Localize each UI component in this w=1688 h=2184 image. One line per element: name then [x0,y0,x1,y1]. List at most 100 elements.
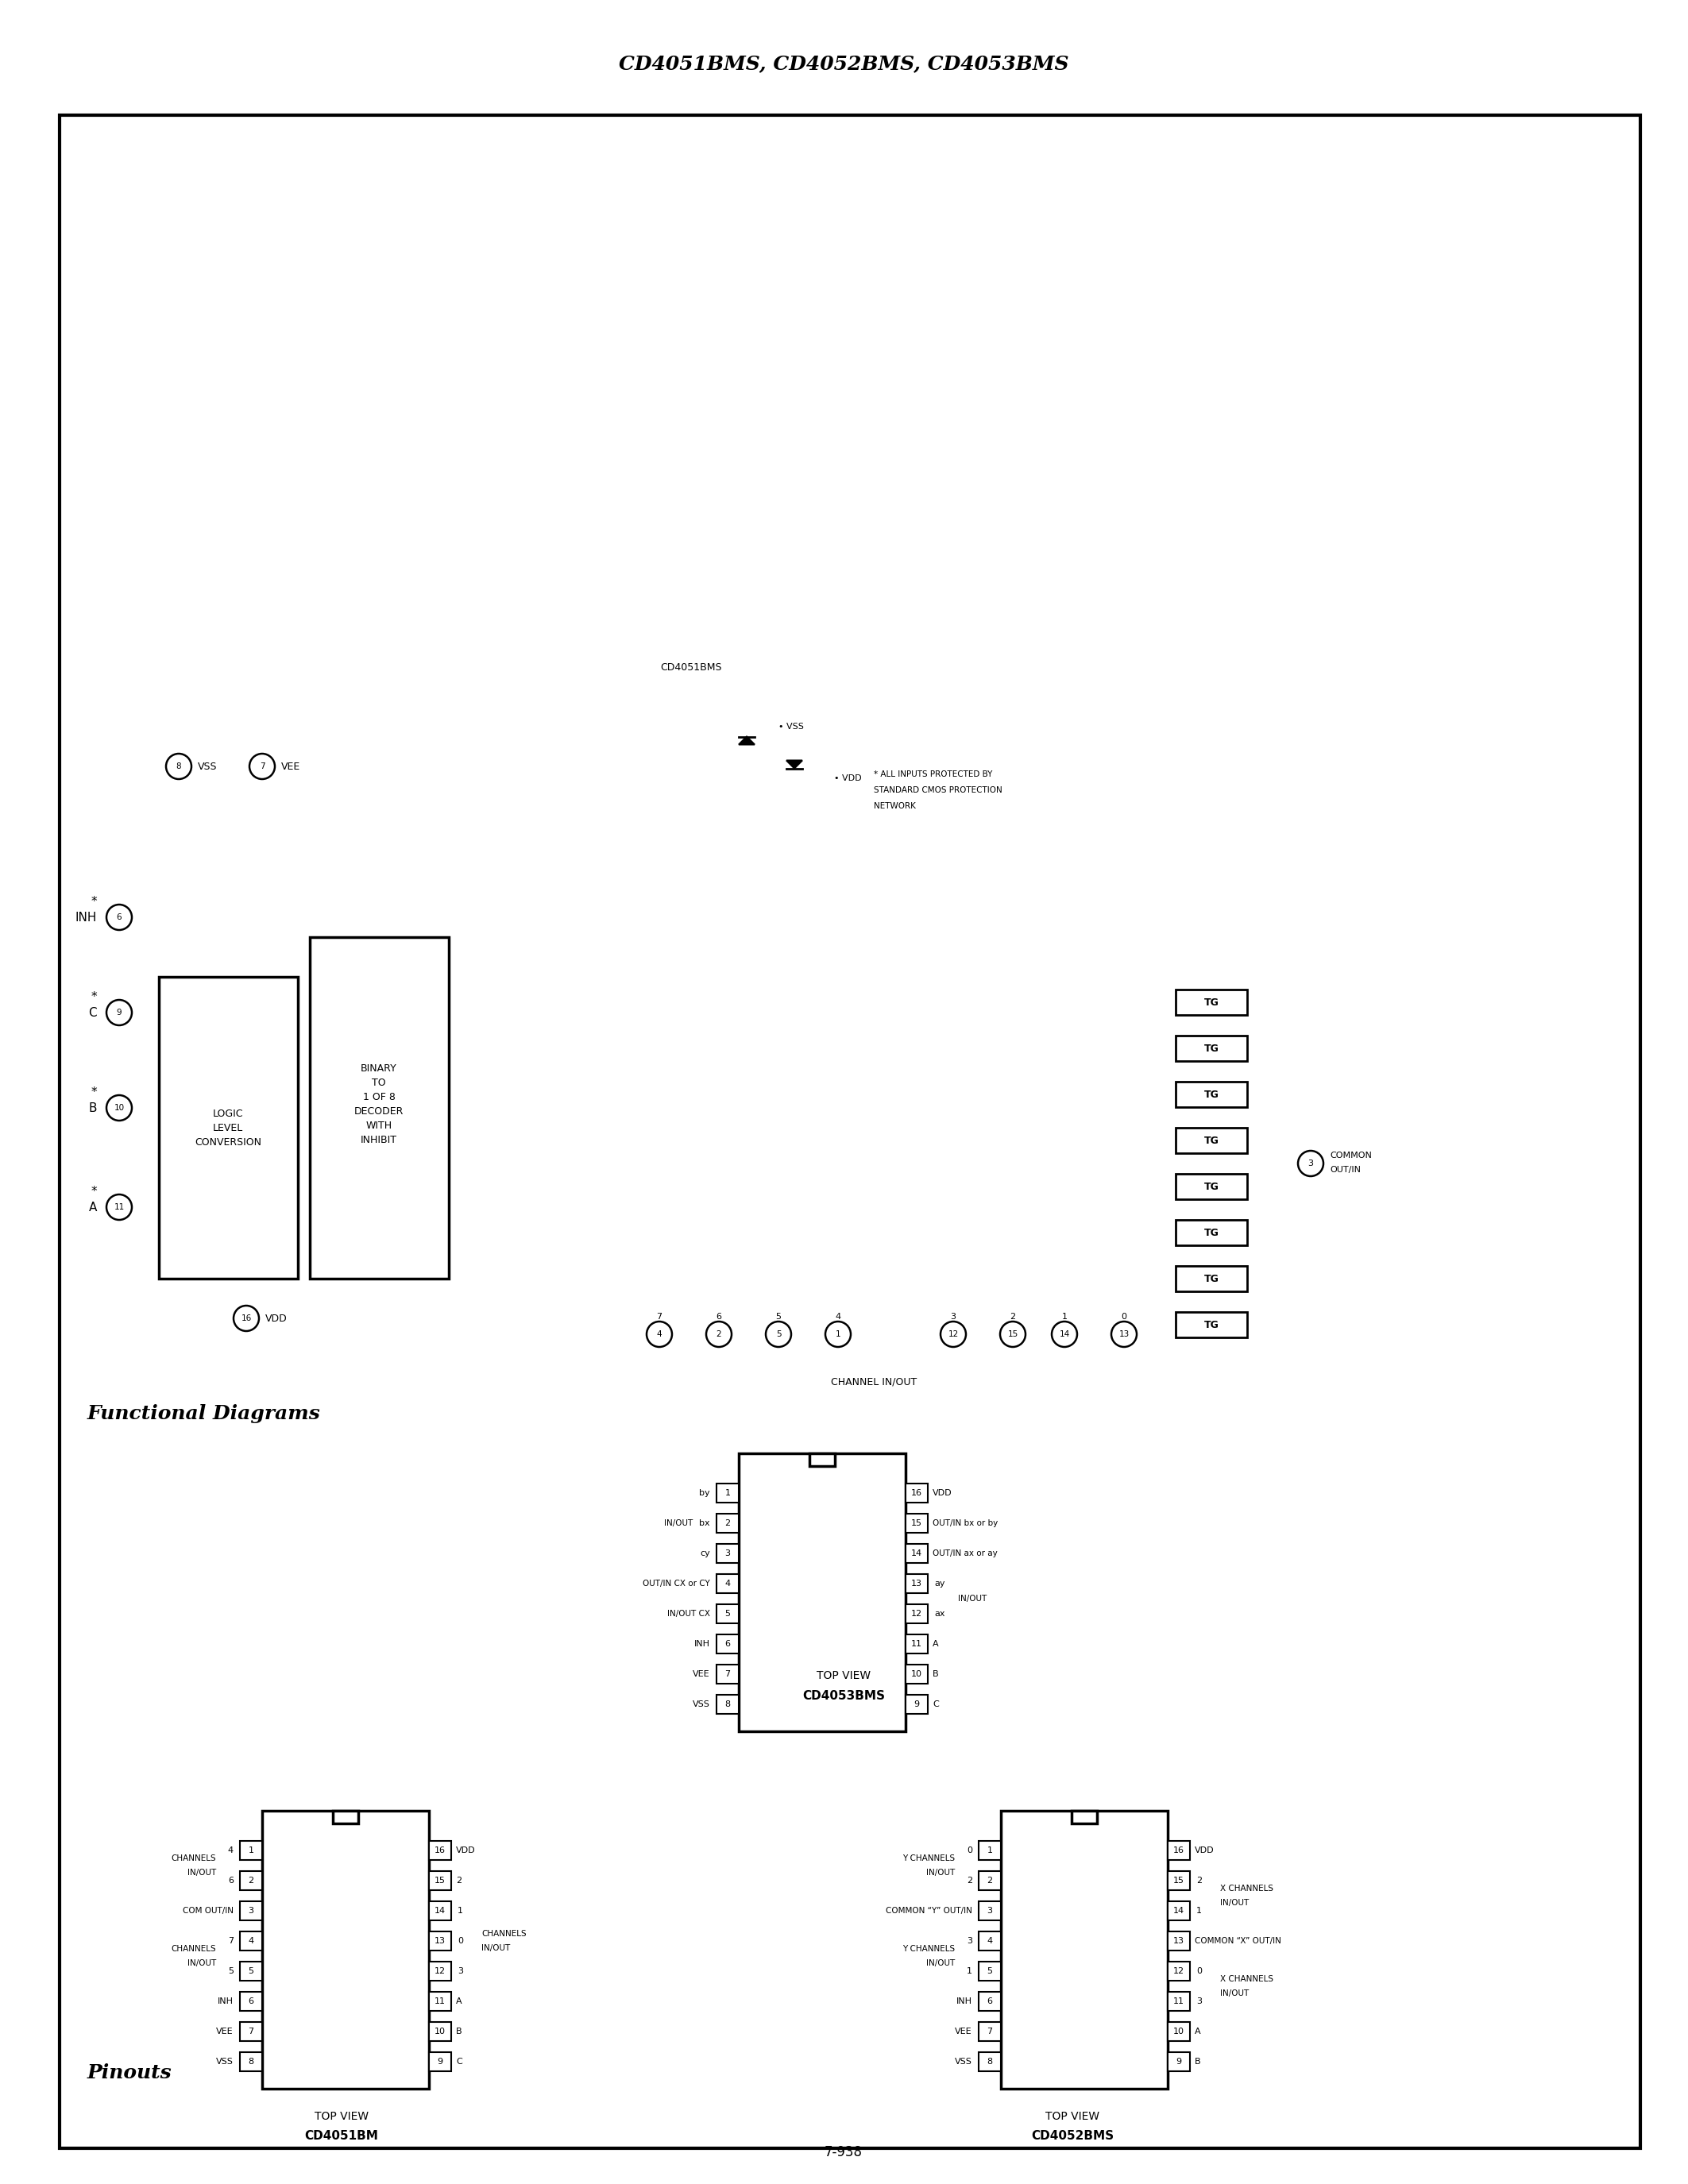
Text: 1 OF 8: 1 OF 8 [363,1092,395,1103]
Bar [716,1575,739,1592]
Bar [429,1872,451,1889]
Bar [1001,1811,1168,2088]
Bar [1168,1841,1190,1861]
Text: STANDARD CMOS PROTECTION: STANDARD CMOS PROTECTION [874,786,1003,795]
Text: 2: 2 [967,1876,972,1885]
Bar [905,1605,928,1623]
Bar [979,1992,1001,2011]
Text: 12: 12 [434,1968,446,1974]
Text: 6: 6 [716,1313,722,1321]
Text: 2: 2 [456,1876,461,1885]
Text: 4: 4 [724,1579,731,1588]
Text: 3: 3 [724,1548,731,1557]
Text: cy: cy [701,1548,711,1557]
Text: VEE: VEE [282,762,300,771]
Text: 7: 7 [260,762,265,771]
Text: IN/OUT: IN/OUT [927,1870,955,1876]
Text: 1: 1 [457,1907,463,1915]
Circle shape [1111,1321,1136,1348]
Text: ay: ay [933,1579,945,1588]
Bar [1168,1931,1190,1950]
Bar [905,1483,928,1503]
Text: 11: 11 [113,1203,125,1212]
Text: *: * [91,1186,96,1197]
Bar [240,1872,262,1889]
Text: 5: 5 [776,1330,782,1339]
Bar [429,2053,451,2070]
Text: VDD: VDD [932,1489,952,1496]
Text: TG: TG [1204,1273,1219,1284]
Text: 14: 14 [434,1907,446,1915]
Text: CHANNELS: CHANNELS [170,1946,216,1952]
Text: LOGIC: LOGIC [213,1107,243,1118]
Bar [240,2022,262,2042]
Text: 14: 14 [1058,1330,1070,1339]
Text: 7: 7 [228,1937,233,1946]
Bar [1168,1902,1190,1920]
Text: B: B [932,1671,939,1677]
Text: Y CHANNELS: Y CHANNELS [903,1946,955,1952]
Text: 6: 6 [987,1998,993,2005]
Text: CD4052BMS: CD4052BMS [1031,2129,1114,2143]
Text: 9: 9 [116,1009,122,1016]
Bar [240,1961,262,1981]
Bar [1175,1035,1247,1061]
Text: TO: TO [371,1077,387,1088]
Text: INH: INH [218,1998,233,2005]
Bar [429,1961,451,1981]
Text: 2: 2 [1197,1876,1202,1885]
Text: 5: 5 [228,1968,233,1974]
Text: COMMON “X” OUT/IN: COMMON “X” OUT/IN [1195,1937,1281,1946]
Text: 13: 13 [1173,1937,1185,1946]
Bar [716,1605,739,1623]
Bar [240,1931,262,1950]
Text: 3: 3 [1308,1160,1313,1168]
Text: TG: TG [1204,1182,1219,1192]
Text: VSS: VSS [216,2057,233,2066]
Text: 0: 0 [967,1845,972,1854]
Circle shape [940,1321,966,1348]
Text: C: C [932,1701,939,1708]
Text: 0: 0 [1121,1313,1128,1321]
Text: 6: 6 [228,1876,233,1885]
Text: VSS: VSS [955,2057,972,2066]
Text: 4: 4 [228,1845,233,1854]
Text: B: B [88,1103,96,1114]
Text: INH: INH [76,911,96,924]
Text: 15: 15 [912,1520,922,1527]
Text: VEE: VEE [955,2027,972,2035]
Text: VDD: VDD [1195,1845,1214,1854]
Bar [1175,1267,1247,1291]
Bar [979,2022,1001,2042]
Text: 3: 3 [1197,1998,1202,2005]
Text: 15: 15 [434,1876,446,1885]
Text: X CHANNELS: X CHANNELS [1220,1885,1273,1894]
Bar [810,1452,836,1465]
Text: * ALL INPUTS PROTECTED BY: * ALL INPUTS PROTECTED BY [874,771,993,778]
Text: 7: 7 [724,1671,731,1677]
Bar [905,1634,928,1653]
Text: 12: 12 [1173,1968,1185,1974]
Text: WITH: WITH [366,1120,392,1131]
Text: A: A [89,1201,96,1212]
Text: 3: 3 [457,1968,463,1974]
Circle shape [106,1195,132,1221]
Text: 14: 14 [912,1548,922,1557]
Bar [240,1902,262,1920]
Text: 12: 12 [912,1610,922,1618]
Text: C: C [456,2057,463,2066]
Text: 15: 15 [1008,1330,1018,1339]
Text: OUT/IN: OUT/IN [1330,1166,1361,1173]
Bar [1168,1872,1190,1889]
Bar [429,1992,451,2011]
Bar [979,1872,1001,1889]
Bar [240,2053,262,2070]
Text: 0: 0 [1197,1968,1202,1974]
Text: X CHANNELS: X CHANNELS [1220,1974,1273,1983]
Bar [716,1695,739,1714]
Text: CHANNELS: CHANNELS [170,1854,216,1863]
Text: INH: INH [694,1640,711,1649]
Text: 5: 5 [724,1610,731,1618]
Text: VSS: VSS [197,762,218,771]
Bar [1175,1173,1247,1199]
